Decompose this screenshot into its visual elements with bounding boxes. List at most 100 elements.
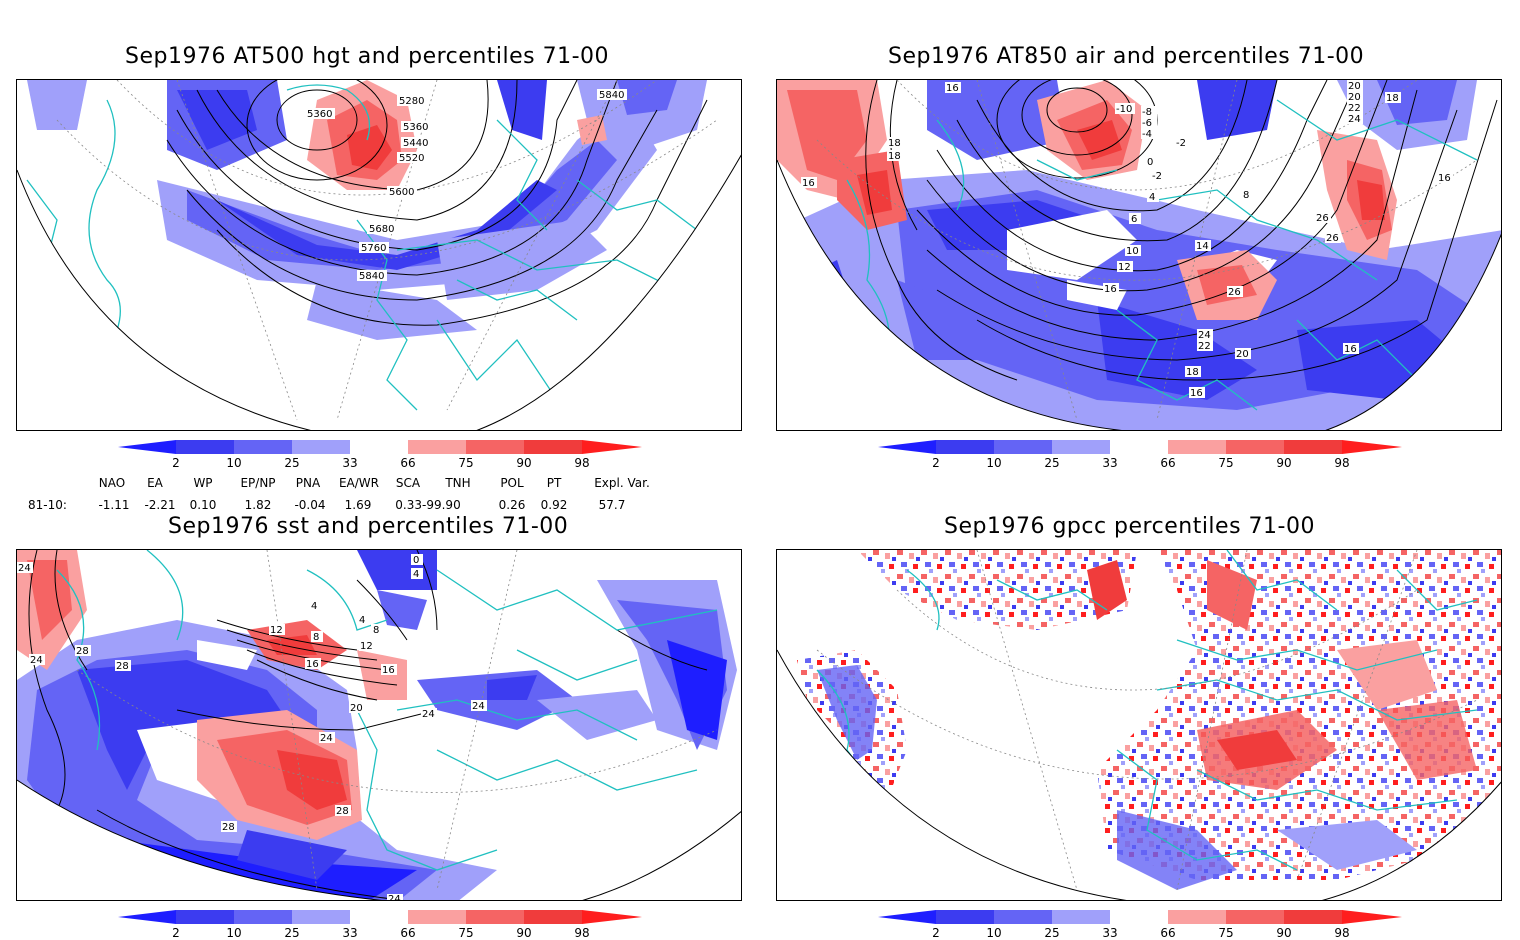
contour-label: 16: [802, 178, 815, 189]
cbar-tick: 66: [400, 926, 416, 940]
cbar-tick: 25: [1044, 456, 1060, 470]
index-header: EP/NP: [240, 476, 276, 490]
index-header: EA: [147, 476, 163, 490]
contour-label: 5280: [399, 96, 424, 107]
index-header: Expl. Var.: [594, 476, 650, 490]
cbar-tick: 98: [574, 926, 590, 940]
contour-label: 5840: [359, 271, 384, 282]
cbar-tick: 25: [284, 926, 300, 940]
map-air850: 16 18 18 16 -10 -8 -6 -4 -2 0 -2 4 6 8 1…: [776, 79, 1502, 431]
index-header: TNH: [445, 476, 471, 490]
contour-label: 24: [472, 701, 485, 712]
contour-label: 16: [1344, 344, 1357, 355]
cbar-seg: [1284, 440, 1342, 454]
cbar-tick: 90: [516, 926, 532, 940]
cbar-seg: [1226, 440, 1284, 454]
contour-label: 0: [413, 555, 419, 566]
contour-label: 12: [1118, 262, 1131, 273]
contour-label: 5840: [599, 90, 624, 101]
map-gpcc: [776, 549, 1502, 901]
index-value: -2.21: [144, 498, 176, 512]
index-value: -0.04: [294, 498, 326, 512]
cbar-seg: [878, 910, 936, 924]
contour-label: 16: [1190, 388, 1203, 399]
contour-label: 5760: [361, 243, 386, 254]
index-header: PNA: [295, 476, 321, 490]
map-sst: 24 24 28 28 12 8 4 4 8 12 16 16 20 24 24…: [16, 549, 742, 901]
cbar-tick: 33: [342, 456, 358, 470]
cbar-tick: 98: [574, 456, 590, 470]
contour-label: 24: [388, 894, 401, 901]
contour-label: -2: [1152, 171, 1162, 182]
cbar-seg: [994, 440, 1052, 454]
cbar-tick: 10: [986, 926, 1002, 940]
map-air850-graphic: 16 18 18 16 -10 -8 -6 -4 -2 0 -2 4 6 8 1…: [777, 80, 1501, 430]
cbar-tick: 10: [226, 456, 242, 470]
contour-label: 0: [1147, 157, 1153, 168]
cbar-tick: 33: [1102, 926, 1118, 940]
cbar-seg: [994, 910, 1052, 924]
cbar-tick: 98: [1334, 926, 1350, 940]
cbar-seg: [118, 910, 176, 924]
cbar-seg: [408, 440, 466, 454]
cbar-tick: 2: [932, 926, 940, 940]
cbar-seg: [524, 440, 582, 454]
contour-label: 12: [360, 641, 373, 652]
index-header: EA/WR: [338, 476, 380, 490]
contour-label: 16: [1438, 173, 1451, 184]
contour-label: 26: [1228, 287, 1241, 298]
contour-label: 16: [382, 665, 395, 676]
contour-label: 10: [1126, 246, 1139, 257]
contour-label: 4: [359, 615, 365, 626]
cbar-tick: 66: [1160, 926, 1176, 940]
contour-label: 8: [313, 632, 319, 643]
cbar-seg: [1342, 440, 1402, 454]
cbar-seg: [878, 440, 936, 454]
colorbar-hgt500: 2 10 25 33 66 75 90 98: [118, 440, 644, 470]
cbar-seg: [1226, 910, 1284, 924]
index-value: 57.7: [598, 498, 626, 512]
contour-label: 24: [320, 733, 333, 744]
contour-label: 5360: [403, 122, 428, 133]
contour-label: 4: [311, 601, 317, 612]
contour-label: -10: [1116, 104, 1132, 115]
map-gpcc-graphic: [777, 550, 1501, 900]
contour-label: 5360: [307, 109, 332, 120]
cbar-seg: [350, 910, 408, 924]
map-hgt500: 5280 5360 5360 5440 5520 5600 5680 5760 …: [16, 79, 742, 431]
contour-label: 4: [413, 569, 419, 580]
contour-label: 24: [30, 655, 43, 666]
index-value: -1.11: [98, 498, 130, 512]
map-sst-graphic: 24 24 28 28 12 8 4 4 8 12 16 16 20 24 24…: [17, 550, 741, 901]
contour-label: 18: [888, 151, 901, 162]
cbar-seg: [1284, 910, 1342, 924]
colorbar-air850: 2 10 25 33 66 75 90 98: [878, 440, 1404, 470]
index-header: SCA: [395, 476, 421, 490]
cbar-seg: [176, 910, 234, 924]
contour-label: 24: [18, 563, 31, 574]
cbar-tick: 75: [458, 456, 474, 470]
cbar-tick: 75: [458, 926, 474, 940]
cbar-tick: 2: [172, 926, 180, 940]
cbar-seg: [350, 440, 408, 454]
contour-label: 5520: [399, 153, 424, 164]
cbar-seg: [1168, 440, 1226, 454]
cbar-seg: [524, 910, 582, 924]
contour-label: 8: [373, 625, 379, 636]
cbar-tick: 75: [1218, 926, 1234, 940]
contour-label: 16: [946, 83, 959, 94]
cbar-tick: 90: [516, 456, 532, 470]
colorbar-gpcc: 2 10 25 33 66 75 90 98: [878, 910, 1404, 940]
contour-label: -2: [1176, 138, 1186, 149]
contour-label: 22: [1348, 103, 1361, 114]
cbar-tick: 33: [342, 926, 358, 940]
cbar-tick: 2: [172, 456, 180, 470]
index-value: 0.10: [189, 498, 217, 512]
cbar-seg: [466, 440, 524, 454]
cbar-seg: [1052, 910, 1110, 924]
contour-label: 28: [116, 661, 129, 672]
cbar-tick: 66: [400, 456, 416, 470]
index-header: PT: [546, 476, 562, 490]
contour-label: 5680: [369, 224, 394, 235]
cbar-seg: [176, 440, 234, 454]
